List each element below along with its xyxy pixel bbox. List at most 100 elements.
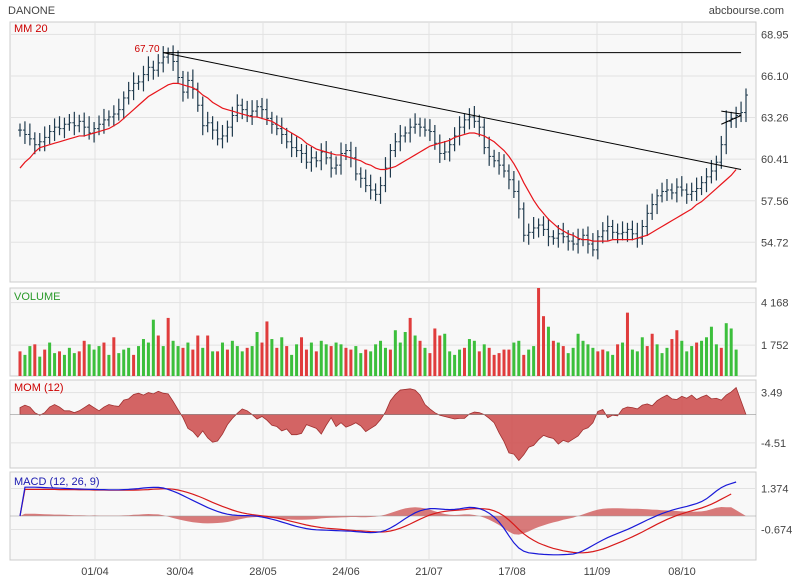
- price-bar: [294, 136, 299, 158]
- volume-bar: [23, 354, 27, 376]
- volume-bar: [265, 321, 269, 376]
- y-tick-label: 57.56: [761, 196, 789, 208]
- x-tick-label: 17/08: [498, 566, 526, 578]
- volume-bar: [462, 347, 466, 376]
- price-bar: [452, 127, 457, 152]
- price-bar: [541, 216, 546, 236]
- volume-bar: [62, 354, 66, 376]
- volume-bar: [383, 347, 387, 376]
- price-bar: [131, 72, 136, 101]
- volume-bar: [102, 342, 106, 376]
- price-bar: [215, 121, 220, 146]
- volume-bar: [359, 353, 363, 376]
- price-bar: [373, 183, 378, 201]
- volume-bar: [255, 332, 259, 376]
- volume-bar: [724, 323, 728, 376]
- price-bar: [57, 116, 62, 136]
- volume-bar: [695, 342, 699, 376]
- momentum-area: [19, 386, 747, 462]
- volume-bar: [304, 349, 308, 376]
- volume-bar: [729, 328, 733, 376]
- price-bar: [309, 146, 314, 172]
- price-bar: [260, 97, 264, 120]
- y-tick-label: 1 752: [761, 340, 789, 352]
- volume-bar: [235, 346, 239, 376]
- price-bar: [368, 174, 373, 200]
- volume-bar: [112, 337, 116, 376]
- price-bar: [383, 157, 388, 193]
- axis-labels: 01/04 30/04 28/05 24/06 21/07 17/08 11/09 08/10…: [81, 29, 792, 578]
- price-bar: [664, 179, 669, 201]
- y-tick-label: 4 168: [761, 298, 789, 310]
- price-bar: [679, 176, 684, 197]
- y-tick-label: 66.10: [761, 71, 789, 83]
- price-bar: [42, 126, 47, 152]
- volume-bar: [502, 349, 506, 376]
- volume-bar: [275, 347, 279, 376]
- price-bar: [146, 56, 151, 82]
- volume-bar: [230, 340, 234, 376]
- volume-bar: [300, 337, 304, 376]
- volume-bar: [537, 288, 541, 376]
- volume-bar: [206, 335, 210, 376]
- price-bar: [689, 182, 694, 201]
- volume-bar: [655, 344, 659, 376]
- volume-bar: [324, 344, 328, 376]
- volume-bar: [458, 349, 462, 376]
- volume-bar: [709, 326, 713, 376]
- source-label[interactable]: abcbourse.com: [709, 5, 784, 17]
- volume-bar: [72, 353, 76, 376]
- volume-bar: [546, 326, 550, 376]
- price-bar: [645, 204, 650, 236]
- price-bar: [363, 169, 368, 193]
- volume-bar: [354, 346, 358, 376]
- volume-bar: [428, 353, 432, 376]
- price-bar: [378, 176, 383, 204]
- volume-bar: [571, 347, 575, 376]
- price-bar: [502, 154, 506, 178]
- price-bar: [32, 132, 37, 155]
- volume-bar: [349, 349, 353, 376]
- price-bar: [27, 123, 32, 146]
- price-bar: [477, 114, 482, 137]
- price-bar: [556, 225, 561, 248]
- volume-panel: [9, 287, 757, 377]
- price-bar: [72, 111, 77, 136]
- price-bar: [339, 142, 344, 175]
- volume-bar: [443, 333, 447, 376]
- volume-bar: [477, 351, 481, 376]
- volume-bar: [556, 342, 560, 376]
- volume-bar: [314, 351, 318, 376]
- x-tick-label: 24/06: [332, 566, 360, 578]
- price-bar: [704, 168, 709, 193]
- price-bar: [462, 113, 467, 134]
- price-bar: [77, 114, 82, 133]
- volume-bar: [379, 340, 383, 376]
- price-bar: [684, 183, 689, 204]
- volume-bar: [364, 349, 368, 376]
- price-bar: [511, 170, 516, 199]
- volume-bar: [43, 349, 47, 376]
- volume-bar: [630, 349, 634, 376]
- price-bar: [393, 133, 398, 158]
- price-bar: [289, 133, 294, 158]
- volume-bar: [472, 340, 476, 376]
- volume-bar: [156, 335, 160, 376]
- macd-panel-title: MACD (12, 26, 9): [14, 476, 100, 488]
- volume-bar: [393, 330, 397, 376]
- price-bar: [699, 176, 704, 196]
- volume-bar: [586, 344, 590, 376]
- volume-bar: [453, 354, 457, 376]
- chart-gridlines: [10, 22, 756, 560]
- volume-bar: [601, 349, 605, 376]
- volume-bar: [616, 344, 620, 376]
- price-bar: [427, 119, 432, 142]
- price-bar: [284, 127, 289, 149]
- volume-bar: [734, 349, 738, 376]
- price-bar: [442, 141, 447, 161]
- volume-bar: [374, 344, 378, 376]
- volume-bar: [403, 332, 407, 376]
- volume-bar: [685, 351, 689, 376]
- volume-bar: [635, 351, 639, 376]
- volume-bar: [87, 344, 91, 376]
